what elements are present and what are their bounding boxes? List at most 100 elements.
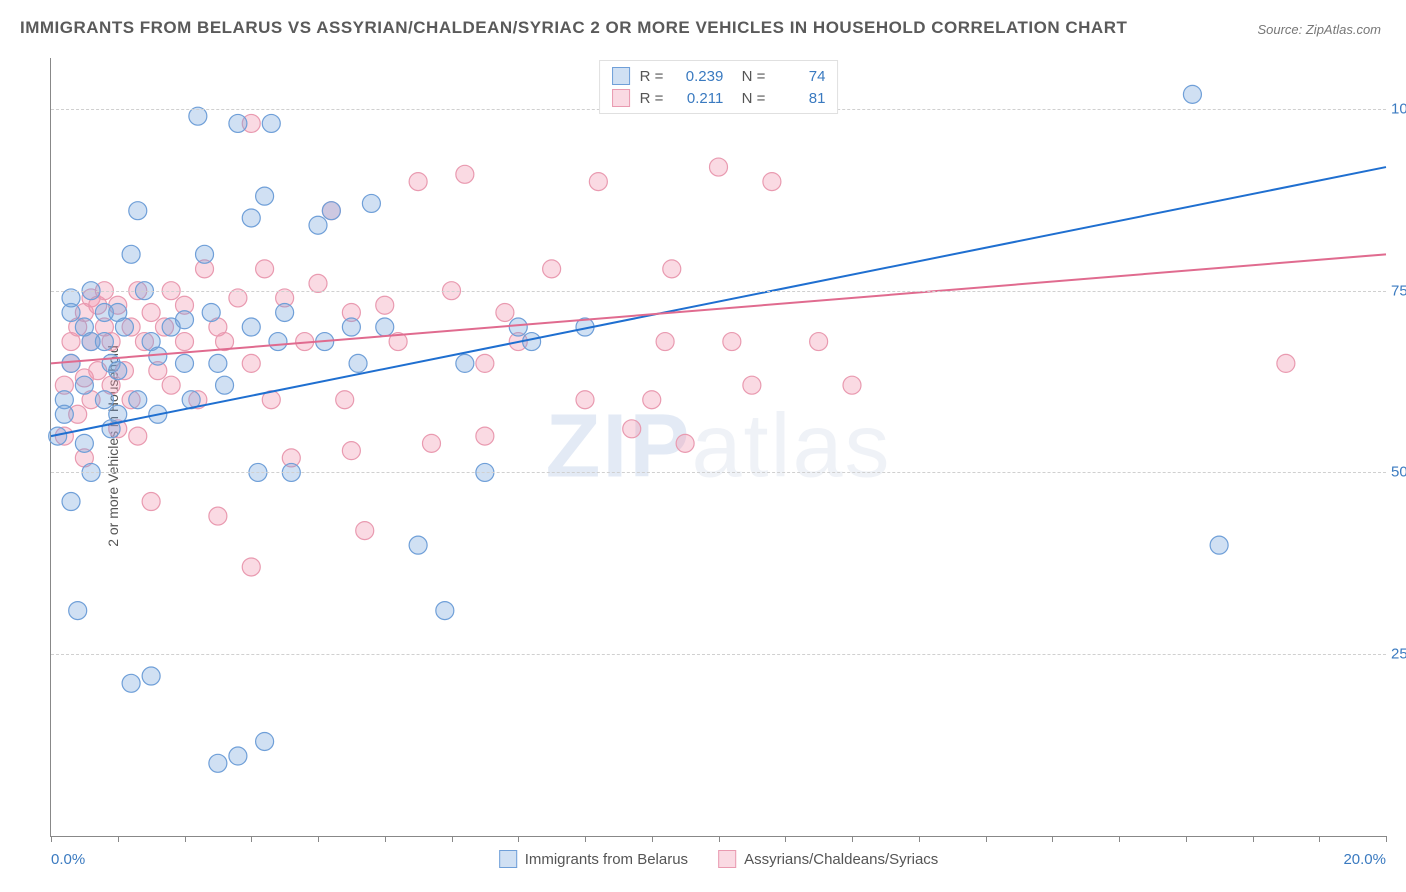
scatter-point: [95, 391, 113, 409]
trend-line: [51, 167, 1386, 436]
scatter-point: [589, 173, 607, 191]
scatter-point: [476, 427, 494, 445]
scatter-point: [256, 732, 274, 750]
x-tick: [1119, 836, 1120, 842]
scatter-point: [322, 202, 340, 220]
legend-label-2: Assyrians/Chaldeans/Syriacs: [744, 851, 938, 868]
x-tick: [719, 836, 720, 842]
scatter-point: [843, 376, 861, 394]
scatter-point: [209, 354, 227, 372]
y-tick-label: 25.0%: [1391, 646, 1406, 663]
scatter-point: [269, 333, 287, 351]
r-label: R =: [640, 68, 664, 85]
scatter-point: [176, 333, 194, 351]
scatter-point: [496, 303, 514, 321]
scatter-svg: [51, 58, 1386, 836]
scatter-point: [122, 674, 140, 692]
scatter-point: [109, 362, 127, 380]
x-tick: [318, 836, 319, 842]
scatter-point: [122, 245, 140, 263]
scatter-point: [176, 354, 194, 372]
x-tick: [852, 836, 853, 842]
scatter-point: [209, 507, 227, 525]
r-value-1: 0.239: [673, 68, 723, 85]
scatter-point: [476, 354, 494, 372]
legend-item-2: Assyrians/Chaldeans/Syriacs: [718, 850, 938, 868]
x-tick: [452, 836, 453, 842]
chart-title: IMMIGRANTS FROM BELARUS VS ASSYRIAN/CHAL…: [20, 18, 1127, 38]
scatter-point: [75, 376, 93, 394]
x-tick: [652, 836, 653, 842]
n-value-1: 74: [775, 68, 825, 85]
n-value-2: 81: [775, 90, 825, 107]
scatter-point: [129, 202, 147, 220]
legend-label-1: Immigrants from Belarus: [525, 851, 688, 868]
scatter-point: [95, 333, 113, 351]
scatter-point: [176, 311, 194, 329]
scatter-point: [75, 434, 93, 452]
scatter-point: [196, 245, 214, 263]
legend-swatch-2b: [718, 850, 736, 868]
legend-item-1: Immigrants from Belarus: [499, 850, 688, 868]
legend-row-series-2: R = 0.211 N = 81: [612, 87, 826, 109]
scatter-point: [362, 194, 380, 212]
correlation-legend: R = 0.239 N = 74 R = 0.211 N = 81: [599, 60, 839, 114]
scatter-point: [256, 260, 274, 278]
scatter-point: [422, 434, 440, 452]
scatter-point: [216, 376, 234, 394]
scatter-point: [162, 376, 180, 394]
scatter-point: [209, 754, 227, 772]
scatter-point: [523, 333, 541, 351]
scatter-point: [256, 187, 274, 205]
scatter-point: [456, 354, 474, 372]
scatter-point: [229, 747, 247, 765]
x-tick: [1186, 836, 1187, 842]
legend-swatch-1: [612, 67, 630, 85]
scatter-point: [115, 318, 133, 336]
x-axis-min-label: 0.0%: [51, 851, 85, 868]
scatter-point: [1210, 536, 1228, 554]
x-tick: [251, 836, 252, 842]
x-axis-max-label: 20.0%: [1343, 851, 1386, 868]
x-tick: [1052, 836, 1053, 842]
scatter-point: [543, 260, 561, 278]
r-label: R =: [640, 90, 664, 107]
scatter-point: [342, 318, 360, 336]
x-tick: [385, 836, 386, 842]
y-tick-label: 100.0%: [1391, 100, 1406, 117]
scatter-point: [436, 602, 454, 620]
scatter-point: [242, 209, 260, 227]
n-label: N =: [733, 68, 765, 85]
scatter-point: [336, 391, 354, 409]
legend-row-series-1: R = 0.239 N = 74: [612, 65, 826, 87]
x-tick: [118, 836, 119, 842]
source-label: Source: ZipAtlas.com: [1257, 22, 1381, 37]
scatter-point: [409, 536, 427, 554]
scatter-point: [723, 333, 741, 351]
scatter-point: [242, 558, 260, 576]
x-tick: [51, 836, 52, 842]
scatter-point: [763, 173, 781, 191]
scatter-point: [62, 493, 80, 511]
scatter-point: [129, 427, 147, 445]
scatter-point: [509, 318, 527, 336]
scatter-point: [810, 333, 828, 351]
scatter-point: [276, 303, 294, 321]
r-value-2: 0.211: [673, 90, 723, 107]
scatter-point: [656, 333, 674, 351]
scatter-point: [242, 354, 260, 372]
scatter-point: [623, 420, 641, 438]
scatter-point: [62, 354, 80, 372]
y-tick-label: 50.0%: [1391, 464, 1406, 481]
scatter-point: [202, 303, 220, 321]
scatter-point: [69, 602, 87, 620]
scatter-point: [342, 442, 360, 460]
y-tick-label: 75.0%: [1391, 282, 1406, 299]
scatter-point: [409, 173, 427, 191]
scatter-point: [242, 318, 260, 336]
x-tick: [986, 836, 987, 842]
gridline-h: [51, 654, 1386, 655]
scatter-point: [710, 158, 728, 176]
x-tick: [1386, 836, 1387, 842]
scatter-point: [663, 260, 681, 278]
